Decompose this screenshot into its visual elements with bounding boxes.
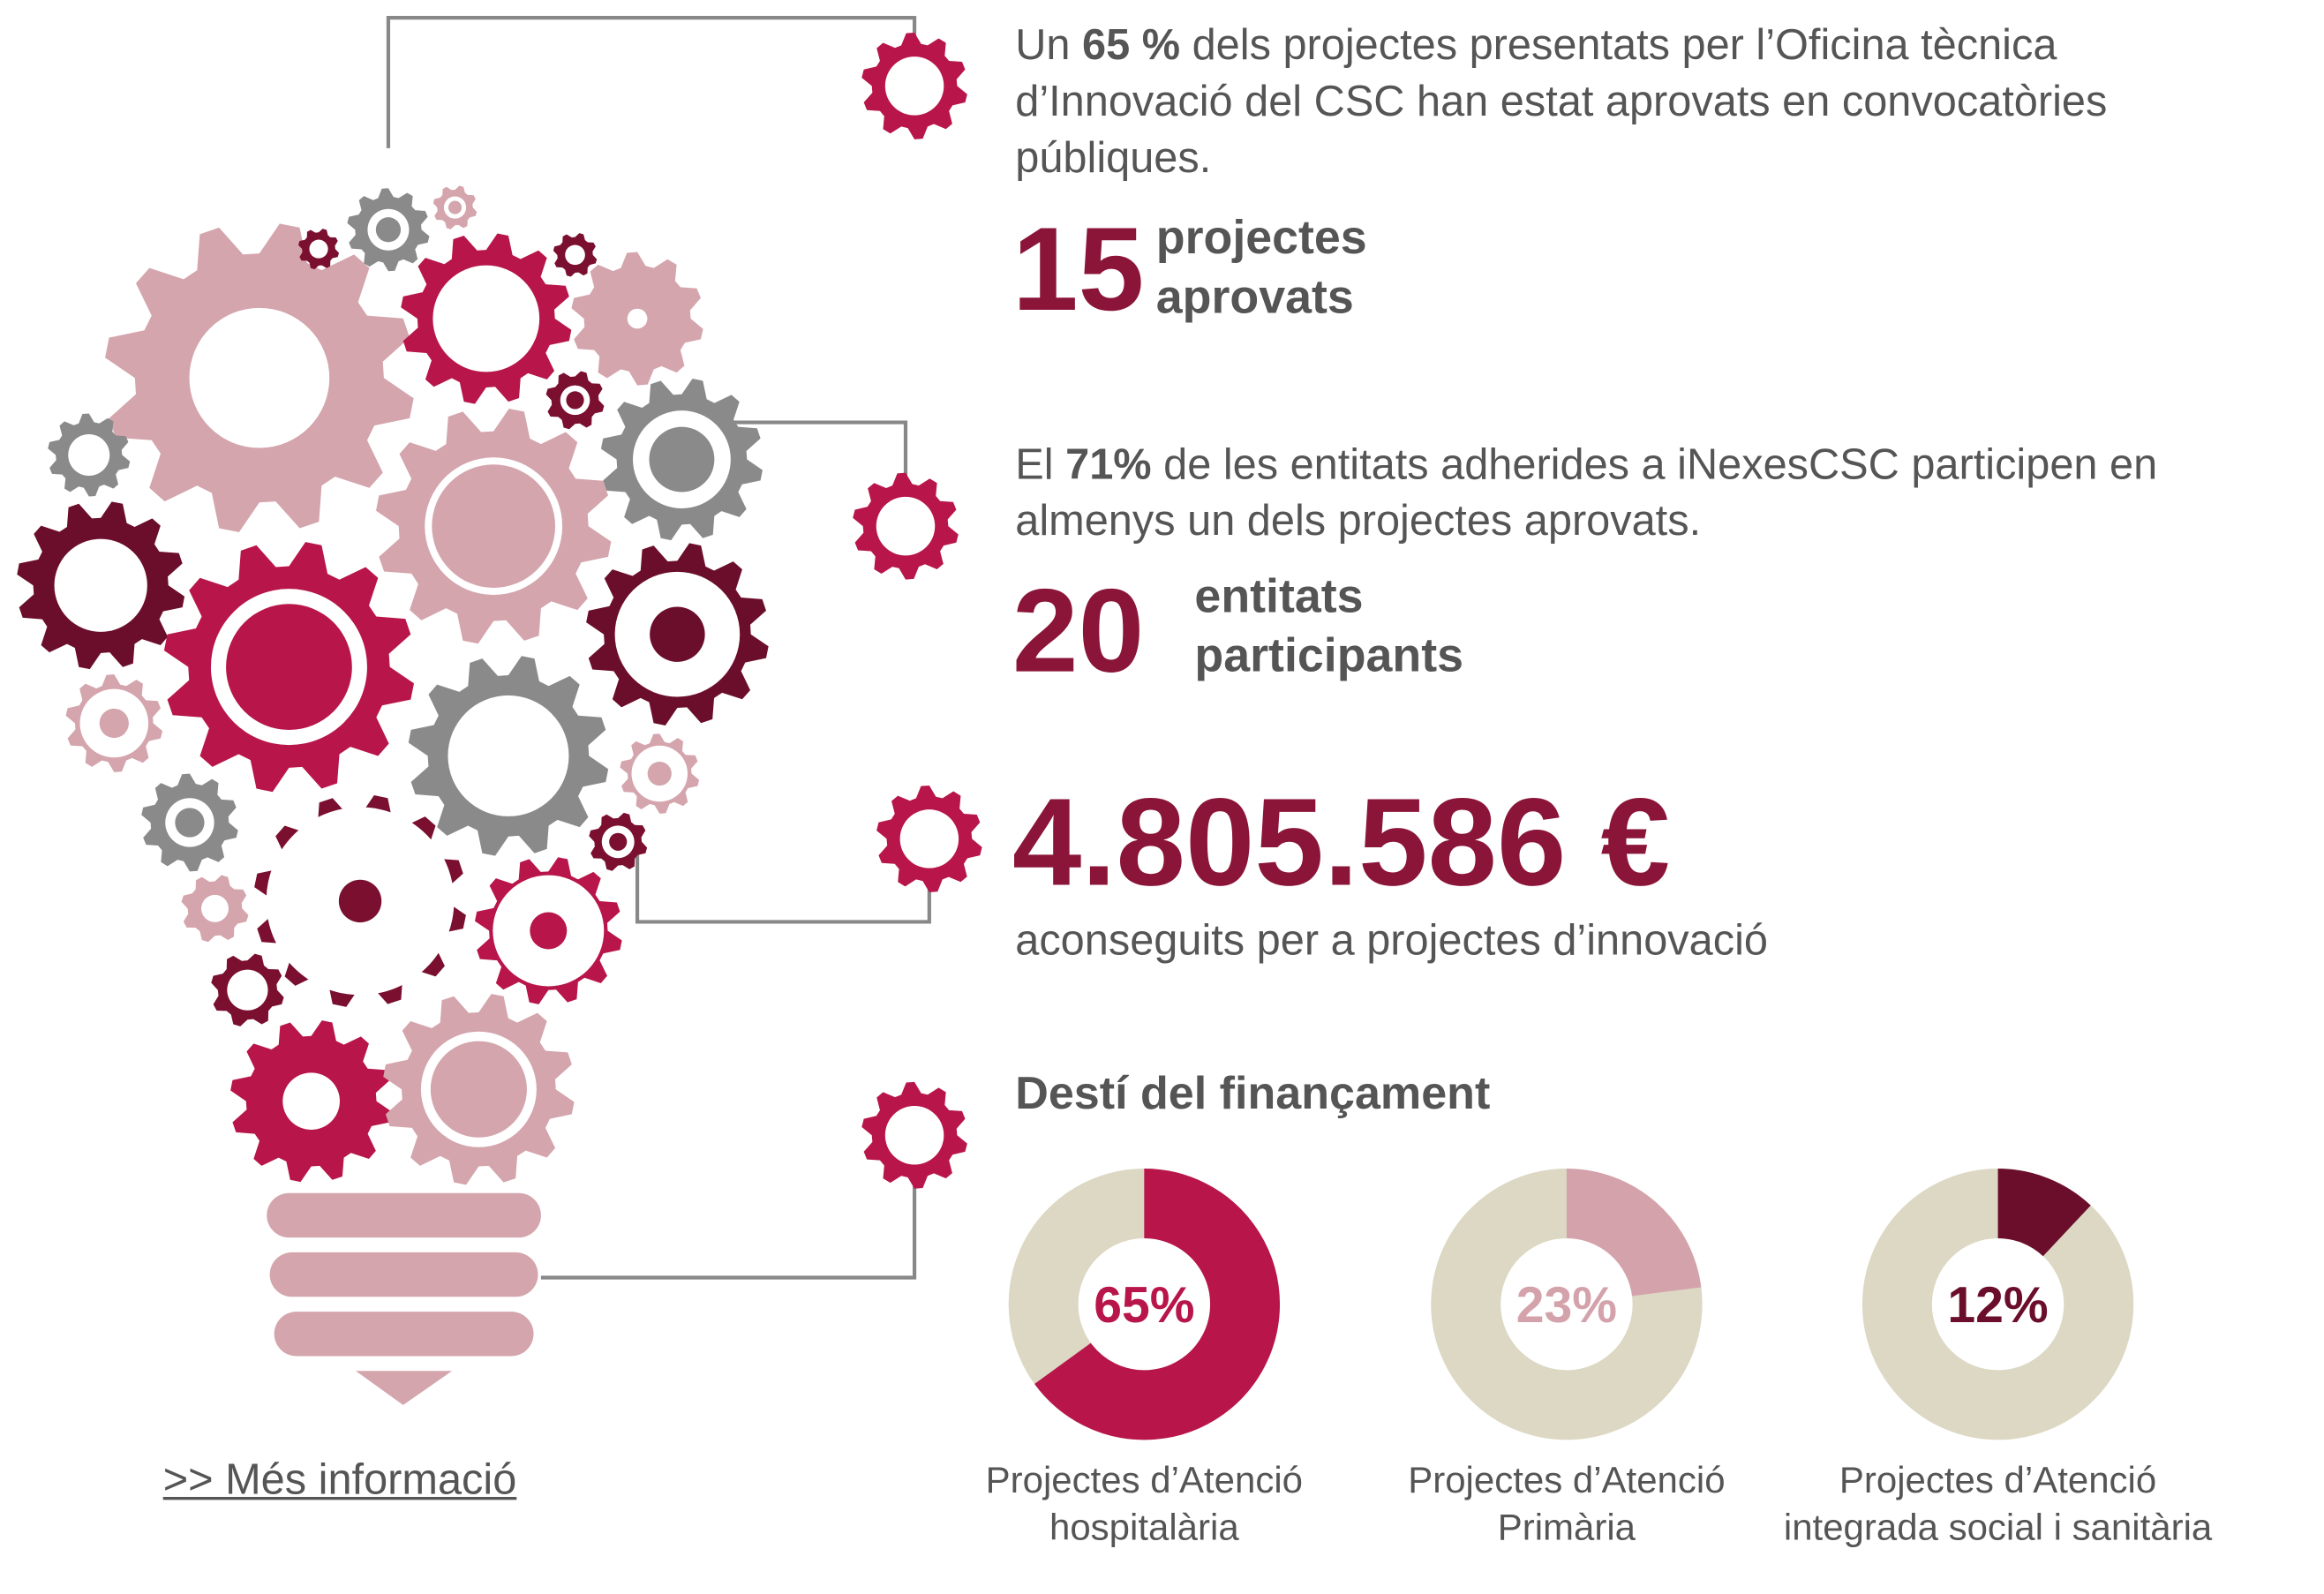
- donut-label: 65%: [1094, 1277, 1194, 1334]
- donut-label: 12%: [1947, 1277, 2048, 1334]
- gear-hole: [309, 240, 327, 259]
- gear-hub: [649, 427, 714, 492]
- gear-hole: [68, 434, 109, 476]
- gear-hole: [876, 497, 935, 555]
- donut-caption: Projectes d’Atenció Primària: [1344, 1457, 1789, 1552]
- funding-amount: 4.805.586 €: [1012, 771, 1670, 914]
- text: El: [1015, 441, 1053, 489]
- gear-hole: [900, 809, 959, 868]
- gear-hole: [628, 309, 648, 329]
- big-number: 20: [1012, 563, 1144, 699]
- funding-caption: aconseguits per a projectes d’innovació: [1015, 913, 1768, 969]
- bulb-ring: [275, 1312, 534, 1356]
- donut-segment: [1998, 1204, 2067, 1231]
- number-label: projectes aprovats: [1156, 207, 1423, 326]
- bulb-base: [267, 1193, 541, 1405]
- gear-hole: [227, 970, 267, 1011]
- gear-hub: [566, 391, 583, 409]
- connector: [541, 1185, 914, 1277]
- gear-hub: [609, 833, 627, 851]
- text: dels projectes presentats per l’Oficina …: [1015, 22, 2107, 182]
- stat-text: Un 65 % dels projectes presentats per l’…: [1015, 18, 2141, 186]
- gear-hub: [648, 762, 672, 786]
- gear-hub: [339, 880, 381, 922]
- number-label: entitats participants: [1194, 566, 1491, 684]
- bulb-tip: [356, 1371, 452, 1405]
- text: Un: [1015, 22, 1070, 70]
- gear-hole: [885, 1106, 944, 1164]
- gear-hub: [376, 217, 401, 242]
- donut-caption: Projectes d’Atenció hospitalària: [921, 1457, 1366, 1552]
- gear-hub: [432, 464, 555, 588]
- infographic: 65% 23% 12% Un 65 % dels projectes present…: [0, 0, 2324, 1594]
- donuts: 65% 23% 12%: [1043, 1204, 2099, 1405]
- gear-hole: [448, 695, 568, 816]
- section-title: Destí del finançament: [1015, 1067, 1490, 1120]
- gear-hub: [431, 1041, 527, 1138]
- gear-hole: [432, 266, 539, 372]
- gear-hole: [55, 539, 147, 632]
- gear-hub: [448, 201, 462, 214]
- page: 65% 23% 12% Un 65 % dels projectes present…: [0, 0, 2324, 1594]
- donut-label: 23%: [1516, 1277, 1617, 1334]
- bulb-ring: [270, 1252, 538, 1297]
- bulb-ring: [267, 1193, 541, 1237]
- text: de les entitats adherides a iNexesCSC pa…: [1015, 441, 2157, 545]
- gear-hole: [565, 244, 585, 265]
- gear-hub: [530, 913, 567, 950]
- gear-hub: [226, 604, 352, 730]
- highlight: 71%: [1065, 441, 1151, 489]
- connector: [388, 18, 914, 148]
- gear-hole: [201, 895, 229, 922]
- gear-hub: [100, 709, 129, 738]
- gear-hub: [175, 808, 204, 837]
- donut-caption: Projectes d’Atenció integrada social i s…: [1776, 1457, 2221, 1552]
- big-number: 15: [1012, 201, 1144, 337]
- gear-hub: [650, 606, 704, 661]
- more-link[interactable]: >> Més informació: [163, 1457, 517, 1506]
- gear-hole: [885, 56, 944, 115]
- gear-hole: [190, 308, 330, 448]
- stat-text: El 71% de les entitats adherides a iNexe…: [1015, 437, 2320, 550]
- highlight: 65 %: [1082, 22, 1180, 70]
- gears: [17, 33, 981, 1189]
- gear-hole: [282, 1072, 340, 1130]
- connector: [637, 830, 929, 921]
